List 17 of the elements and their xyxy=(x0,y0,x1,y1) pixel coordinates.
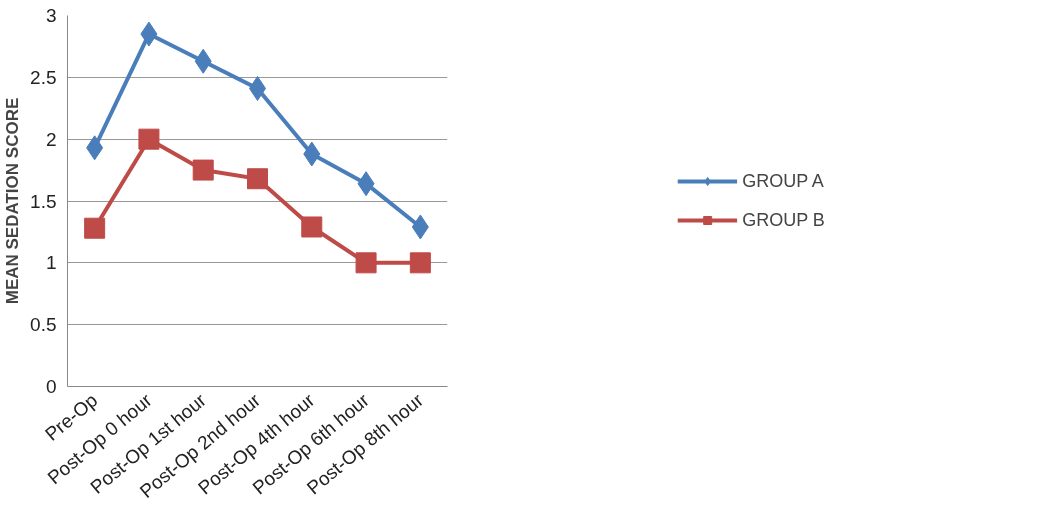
y-tick-label: 3 xyxy=(45,5,57,26)
y-tick-label: 1.5 xyxy=(30,190,57,212)
y-axis-title: MEAN SEDATION SCORE xyxy=(3,97,23,305)
point xyxy=(355,252,377,274)
point xyxy=(84,217,106,239)
point xyxy=(409,252,431,274)
legend-label: GROUP B xyxy=(742,209,825,231)
y-tick-label: 2.5 xyxy=(30,66,57,88)
y-tick-label: 1 xyxy=(45,252,57,274)
legend-label: GROUP A xyxy=(742,170,824,192)
y-tick-label: 2 xyxy=(45,128,57,150)
point xyxy=(301,216,323,238)
point xyxy=(138,128,160,150)
y-tick-label: 0.5 xyxy=(30,314,57,336)
point xyxy=(192,159,214,181)
y-tick-label: 0 xyxy=(45,376,57,397)
point xyxy=(247,168,268,190)
